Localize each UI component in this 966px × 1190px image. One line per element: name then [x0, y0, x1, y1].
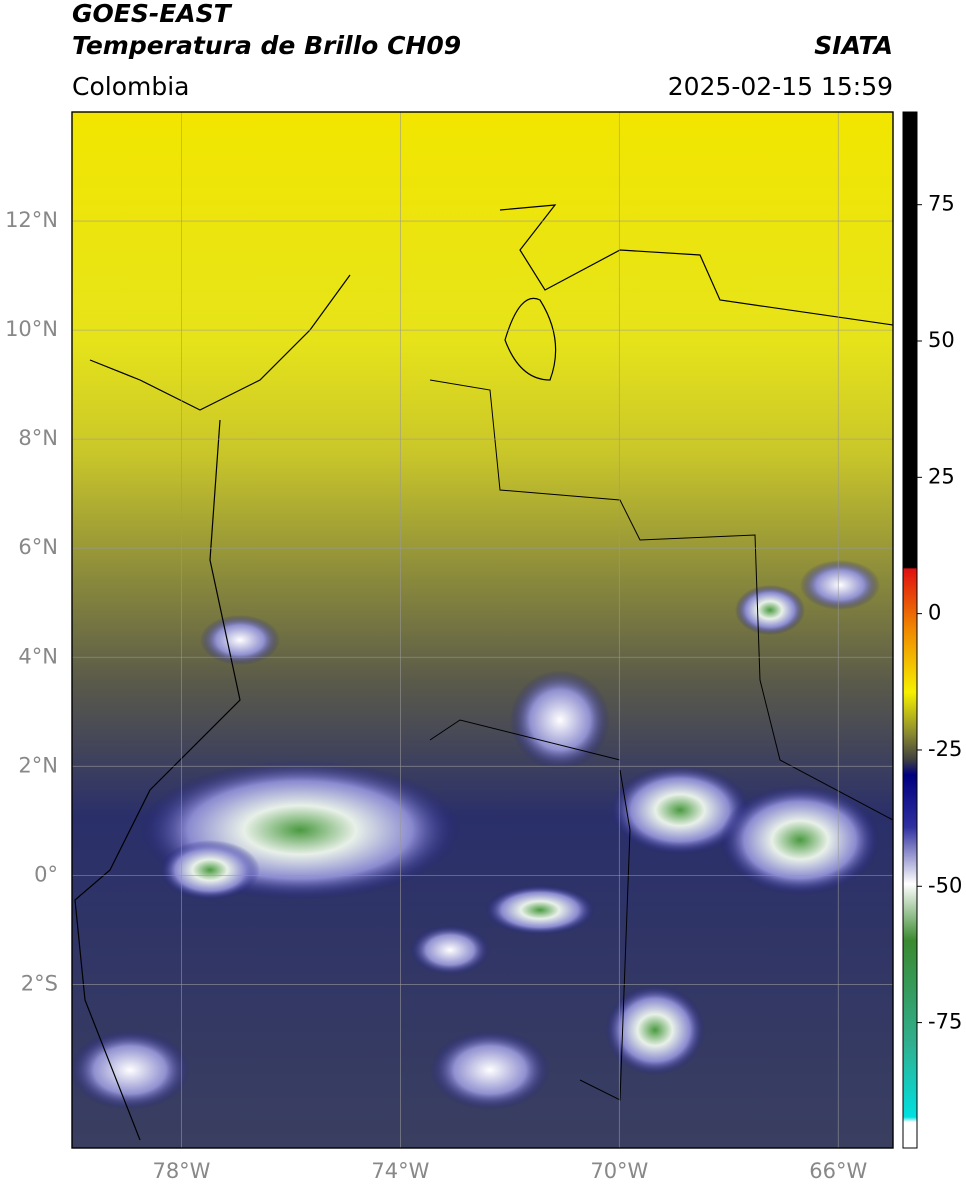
satellite: GOES-EAST — [72, 0, 233, 28]
y-tick-label: 10°N — [5, 317, 58, 341]
product: Temperatura de Brillo CH09 — [72, 31, 461, 60]
x-tick-label: 78°W — [152, 1159, 210, 1183]
y-tick-label: 2°N — [18, 753, 58, 777]
colorbar-tick-label: 25 — [928, 464, 955, 488]
y-tick-label: 12°N — [5, 208, 58, 232]
colorbar-tick-label: 50 — [928, 328, 955, 352]
colorbar-tick-label: -25 — [928, 737, 962, 761]
y-tick-label: 4°N — [18, 644, 58, 668]
region: Colombia — [72, 72, 189, 101]
colorbar-tick-label: 75 — [928, 192, 955, 216]
y-tick-label: 0° — [34, 862, 58, 886]
colorbar — [902, 111, 918, 1149]
x-tick-label: 74°W — [371, 1159, 429, 1183]
x-tick-label: 66°W — [809, 1159, 867, 1183]
colorbar-tick-label: -50 — [928, 873, 962, 897]
y-tick-label: 8°N — [18, 426, 58, 450]
y-tick-label: 2°S — [21, 971, 58, 995]
colorbar-tick-label: 0 — [928, 601, 941, 625]
map-frame — [71, 111, 894, 1149]
source: SIATA — [814, 31, 893, 60]
y-tick-label: 6°N — [18, 535, 58, 559]
colorbar-tick-label: -75 — [928, 1010, 962, 1034]
x-tick-label: 70°W — [590, 1159, 648, 1183]
map-image — [72, 112, 893, 1148]
timestamp: 2025-02-15 15:59 — [668, 72, 893, 101]
